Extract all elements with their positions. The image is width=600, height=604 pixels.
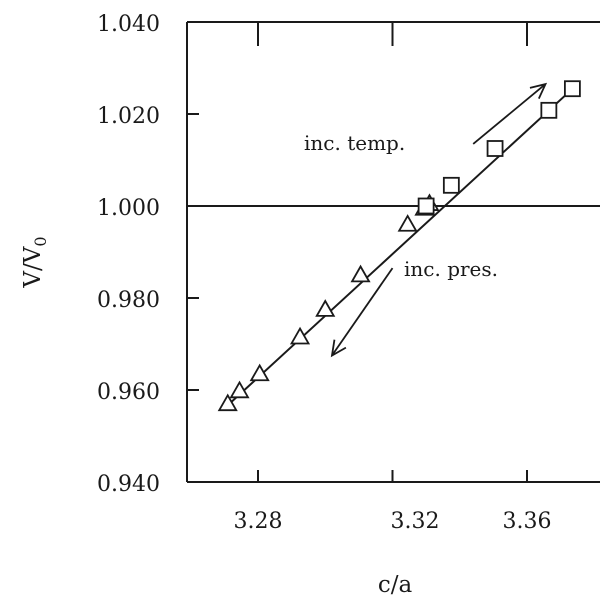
data-point-triangle [397,214,418,232]
y-axis-title-main: V/V [20,246,46,288]
data-point-triangle [289,326,311,345]
y-axis-title: V/V0 [20,236,50,288]
fit-line [223,86,575,410]
annotation-inc-pres: inc. pres. [404,257,498,281]
annotation-inc-temp: inc. temp. [304,131,405,155]
data-point-triangle [229,380,250,399]
data-point-triangle [217,393,238,412]
data-point-square [417,197,435,215]
ytick-label: 0.940 [97,472,160,497]
data-point-square [563,80,581,98]
annotation-arrowhead [529,82,548,100]
data-point-triangle [350,264,371,283]
data-point-triangle [249,363,270,382]
data-point-triangle [315,299,336,317]
data-point-square [540,101,558,119]
plot-area [186,21,600,483]
ytick-label: 0.980 [97,288,160,313]
xtick-label: 3.36 [503,509,552,534]
data-point-square [486,140,504,157]
svg-text:V/V0: V/V0 [20,236,50,288]
annotation-arrowhead [330,339,347,358]
ytick-label: 0.960 [97,380,160,405]
ytick-label: 1.000 [97,196,160,221]
data-point-square [442,176,460,194]
x-axis-title: c/a [378,572,413,598]
ytick-label: 1.040 [97,12,160,37]
y-axis-title-subscript: 0 [31,236,50,246]
ytick-label: 1.020 [97,104,160,129]
annotation-arrow [472,83,547,145]
xtick-label: 3.28 [234,509,283,534]
annotation-arrow [331,267,394,357]
xtick-label: 3.32 [391,509,440,534]
